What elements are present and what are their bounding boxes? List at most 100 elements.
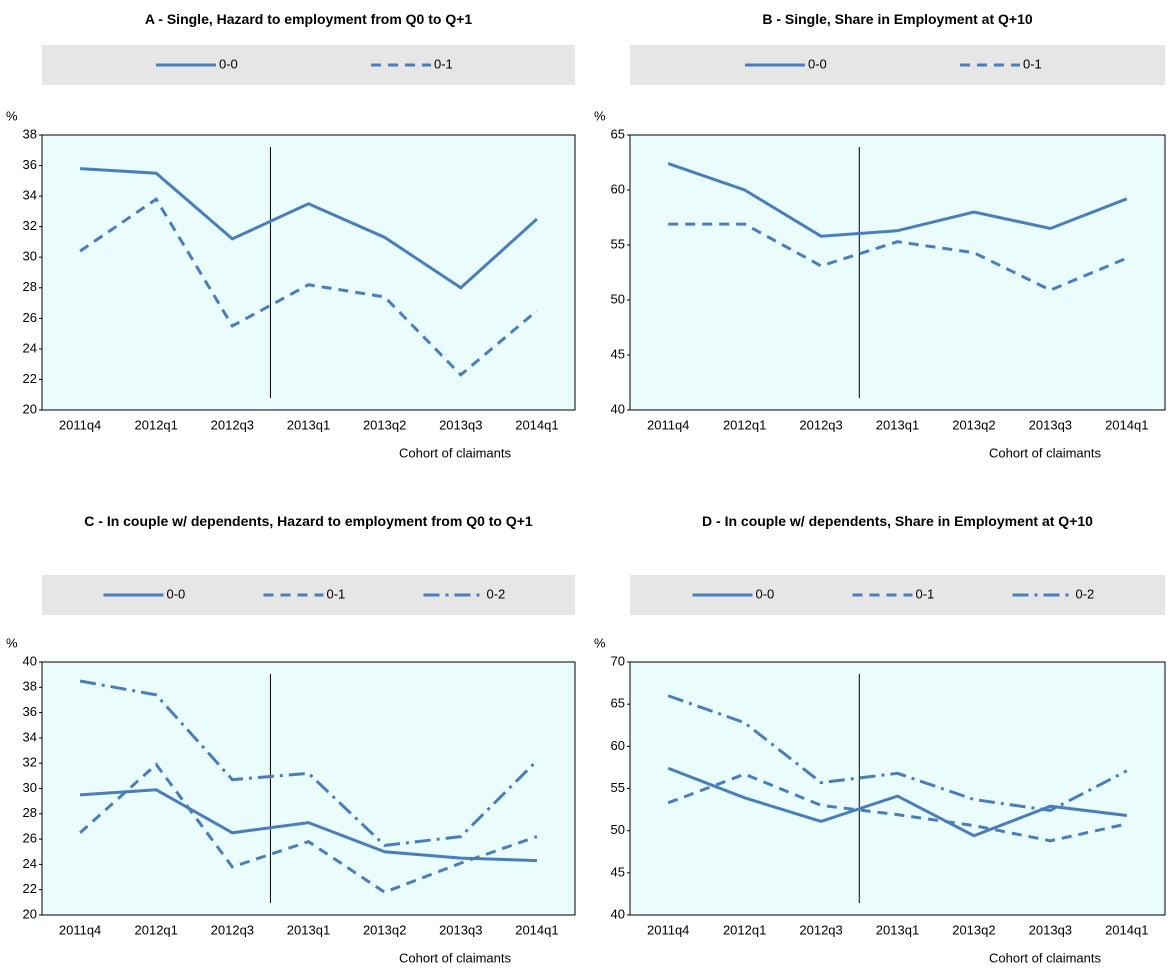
series-line (79, 167, 538, 290)
legend-label: 0-1 (916, 586, 935, 601)
legend-label: 0-0 (219, 56, 238, 71)
y-tick-label: 26 (23, 310, 37, 325)
y-tick-label: 30 (23, 249, 37, 264)
plot-area (629, 134, 1166, 411)
y-tick-label: 40 (23, 653, 37, 668)
chart-title: C - In couple w/ dependents, Hazard to e… (84, 513, 533, 529)
y-tick-label: 22 (23, 371, 37, 386)
y-tick-label: 45 (611, 864, 625, 879)
x-tick-label: 2013q2 (952, 417, 995, 432)
chart-title: D - In couple w/ dependents, Share in Em… (702, 513, 1093, 529)
x-axis-label: Cohort of claimants (989, 445, 1101, 460)
legend-label: 0-0 (167, 586, 186, 601)
y-tick-label: 38 (23, 679, 37, 694)
y-tick-label: 24 (23, 856, 37, 871)
x-tick-label: 2013q3 (1029, 922, 1072, 937)
y-tick-label: 70 (611, 653, 625, 668)
y-tick-label: 34 (23, 729, 37, 744)
x-tick-label: 2013q1 (876, 417, 919, 432)
y-tick-label: 50 (611, 291, 625, 306)
legend-label: 0-0 (756, 586, 775, 601)
x-tick-label: 2014q1 (515, 417, 558, 432)
x-tick-label: 2014q1 (1105, 922, 1148, 937)
x-tick-label: 2013q2 (363, 417, 406, 432)
legend-label: 0-1 (1023, 56, 1042, 71)
plot-area (41, 134, 576, 411)
x-tick-label: 2013q3 (439, 922, 482, 937)
chart-title: A - Single, Hazard to employment from Q0… (144, 11, 473, 27)
legend-box (42, 45, 575, 85)
y-tick-label: 28 (23, 279, 37, 294)
y-tick-label: 32 (23, 755, 37, 770)
x-tick-label: 2011q4 (647, 922, 689, 937)
x-tick-label: 2013q1 (876, 922, 919, 937)
chart-title: B - Single, Share in Employment at Q+10 (762, 11, 1033, 27)
series-line (667, 766, 1127, 838)
plot-area (629, 661, 1166, 916)
x-axis-label: Cohort of claimants (989, 950, 1101, 965)
y-tick-label: 20 (23, 906, 37, 921)
y-tick-label: 45 (611, 346, 625, 361)
series-line (79, 788, 537, 863)
x-tick-label: 2011q4 (59, 417, 101, 432)
y-unit: % (6, 635, 18, 650)
x-tick-label: 2012q1 (723, 417, 766, 432)
x-axis-label: Cohort of claimants (399, 445, 511, 460)
legend-label: 0-2 (1076, 586, 1095, 601)
y-tick-label: 24 (23, 340, 37, 355)
y-tick-label: 36 (23, 157, 37, 172)
x-tick-label: 2013q2 (952, 922, 995, 937)
x-tick-label: 2012q3 (211, 417, 254, 432)
x-tick-label: 2012q1 (135, 922, 178, 937)
y-tick-label: 34 (23, 188, 37, 203)
x-tick-label: 2012q1 (135, 417, 178, 432)
y-tick-label: 20 (23, 401, 37, 416)
y-unit: % (594, 635, 606, 650)
y-tick-label: 55 (611, 236, 625, 251)
y-tick-label: 40 (611, 401, 625, 416)
series-line (667, 772, 1128, 843)
y-tick-label: 26 (23, 831, 37, 846)
y-unit: % (594, 108, 606, 123)
x-tick-label: 2012q3 (799, 417, 842, 432)
x-tick-label: 2013q1 (287, 922, 330, 937)
y-tick-label: 55 (611, 780, 625, 795)
x-tick-label: 2012q1 (723, 922, 766, 937)
x-tick-label: 2012q3 (211, 922, 254, 937)
x-tick-label: 2011q4 (647, 417, 689, 432)
x-tick-label: 2013q3 (1029, 417, 1072, 432)
x-axis-label: Cohort of claimants (399, 950, 511, 965)
series-line (79, 197, 538, 377)
y-tick-label: 65 (611, 696, 625, 711)
x-tick-label: 2013q2 (363, 922, 406, 937)
series-line (668, 222, 1128, 292)
y-tick-label: 32 (23, 218, 37, 233)
y-tick-label: 28 (23, 805, 37, 820)
y-tick-label: 60 (611, 181, 625, 196)
y-tick-label: 65 (611, 126, 625, 141)
x-tick-label: 2011q4 (59, 922, 101, 937)
series-line (667, 694, 1128, 812)
series-line (79, 679, 538, 847)
y-unit: % (6, 108, 18, 123)
x-tick-label: 2014q1 (515, 922, 558, 937)
legend-label: 0-0 (808, 56, 827, 71)
series-line (667, 162, 1128, 238)
x-tick-label: 2014q1 (1105, 417, 1148, 432)
legend-label: 0-1 (327, 586, 346, 601)
y-tick-label: 36 (23, 704, 37, 719)
series-line (79, 762, 538, 894)
legend-label: 0-1 (434, 56, 453, 71)
y-tick-label: 30 (23, 780, 37, 795)
x-tick-label: 2013q1 (287, 417, 330, 432)
y-tick-label: 40 (611, 906, 625, 921)
y-tick-label: 38 (23, 126, 37, 141)
legend-box (630, 45, 1165, 85)
legend-label: 0-2 (487, 586, 506, 601)
y-tick-label: 60 (611, 738, 625, 753)
plot-area (41, 661, 576, 916)
x-tick-label: 2013q3 (439, 417, 482, 432)
x-tick-label: 2012q3 (799, 922, 842, 937)
